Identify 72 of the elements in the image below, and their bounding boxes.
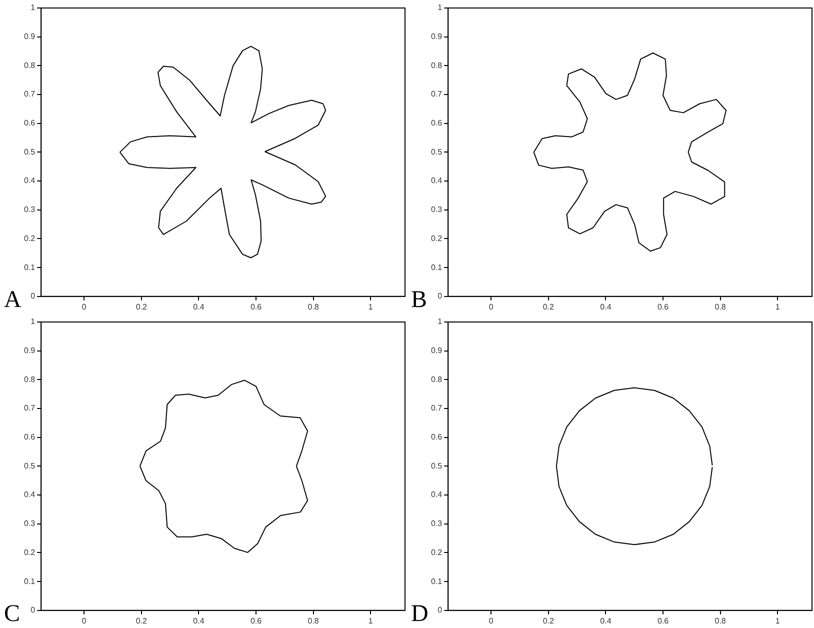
x-tick-label: 0.6 bbox=[657, 616, 670, 626]
text: C bbox=[4, 601, 20, 627]
y-tick-label: 0 bbox=[30, 292, 36, 301]
y-tick-label: 0.8 bbox=[24, 60, 36, 70]
x-tick-label: 0.4 bbox=[193, 302, 205, 312]
y-tick-label: 0.1 bbox=[430, 262, 443, 272]
x-tick-label: 0.2 bbox=[136, 616, 148, 626]
x-tick-label: 0.8 bbox=[308, 616, 320, 626]
x-tick-label: 0.2 bbox=[542, 302, 555, 312]
x-tick-label: 0.6 bbox=[250, 616, 262, 626]
y-tick-label: 1 bbox=[438, 317, 443, 326]
x-tick-label: 0.6 bbox=[250, 302, 262, 312]
x-tick-label: 0 bbox=[82, 302, 87, 312]
y-tick-label: 0.3 bbox=[24, 205, 36, 214]
y-tick-label: 0.5 bbox=[24, 147, 36, 156]
y-tick-label: 0.6 bbox=[24, 118, 36, 128]
y-tick-label: 0.2 bbox=[430, 548, 443, 557]
y-tick-label: 0.2 bbox=[24, 234, 36, 243]
text: A bbox=[4, 287, 22, 313]
x-tick-label: 1 bbox=[775, 302, 780, 312]
y-tick-label: 1 bbox=[30, 317, 36, 326]
x-tick-label: 0.4 bbox=[600, 616, 612, 626]
y-tick-label: 0.6 bbox=[430, 432, 443, 442]
x-tick-label: 1 bbox=[368, 302, 374, 312]
y-tick-label: 0.9 bbox=[430, 32, 443, 42]
y-tick-label: 0.3 bbox=[430, 519, 443, 528]
y-tick-label: 0.9 bbox=[430, 346, 443, 356]
y-tick-label: 0.3 bbox=[24, 519, 36, 528]
y-tick-label: 0.9 bbox=[24, 32, 36, 42]
y-tick-label: 0.5 bbox=[430, 461, 443, 470]
x-tick-label: 1 bbox=[775, 616, 780, 626]
text: D bbox=[411, 601, 428, 627]
y-tick-label: 1 bbox=[30, 3, 36, 12]
x-tick-label: 0.8 bbox=[308, 302, 320, 312]
y-tick-label: 0.6 bbox=[430, 118, 443, 128]
x-tick-label: 0.4 bbox=[193, 616, 205, 626]
x-tick-label: 0.6 bbox=[657, 302, 670, 312]
x-tick-label: 0.8 bbox=[714, 302, 726, 312]
y-tick-label: 0.8 bbox=[430, 374, 443, 384]
y-tick-label: 0 bbox=[30, 606, 36, 615]
x-tick-label: 0 bbox=[82, 616, 87, 626]
y-tick-label: 0.3 bbox=[430, 205, 443, 214]
y-tick-label: 0.8 bbox=[430, 60, 443, 70]
x-tick-label: 0.4 bbox=[600, 302, 612, 312]
y-tick-label: 0.7 bbox=[430, 90, 443, 99]
y-tick-label: 0.6 bbox=[24, 432, 36, 442]
y-tick-label: 0.7 bbox=[430, 404, 443, 413]
y-tick-label: 1 bbox=[438, 3, 443, 12]
y-tick-label: 0.7 bbox=[24, 404, 36, 413]
x-tick-label: 0 bbox=[488, 302, 494, 312]
x-tick-label: 0.2 bbox=[542, 616, 555, 626]
y-tick-label: 0.9 bbox=[24, 346, 36, 356]
y-tick-label: 0.2 bbox=[430, 234, 443, 243]
y-tick-label: 0 bbox=[438, 606, 443, 615]
y-tick-label: 0.4 bbox=[24, 490, 36, 500]
y-tick-label: 0.4 bbox=[430, 176, 443, 186]
y-tick-label: 0.8 bbox=[24, 374, 36, 384]
y-tick-label: 0.2 bbox=[24, 548, 36, 557]
y-tick-label: 0.1 bbox=[24, 262, 36, 272]
y-tick-label: 0.5 bbox=[24, 461, 36, 470]
y-tick-label: 0.4 bbox=[24, 176, 36, 186]
y-tick-label: 0.1 bbox=[430, 576, 443, 586]
x-tick-label: 0.2 bbox=[136, 302, 148, 312]
text: B bbox=[411, 287, 428, 313]
y-tick-label: 0.1 bbox=[24, 576, 36, 586]
x-tick-label: 1 bbox=[368, 616, 374, 626]
x-tick-label: 0.8 bbox=[714, 616, 726, 626]
x-tick-label: 0 bbox=[488, 616, 494, 626]
y-tick-label: 0.5 bbox=[430, 147, 443, 156]
y-tick-label: 0.7 bbox=[24, 90, 36, 99]
y-tick-label: 0 bbox=[438, 292, 443, 301]
y-tick-label: 0.4 bbox=[430, 490, 443, 500]
